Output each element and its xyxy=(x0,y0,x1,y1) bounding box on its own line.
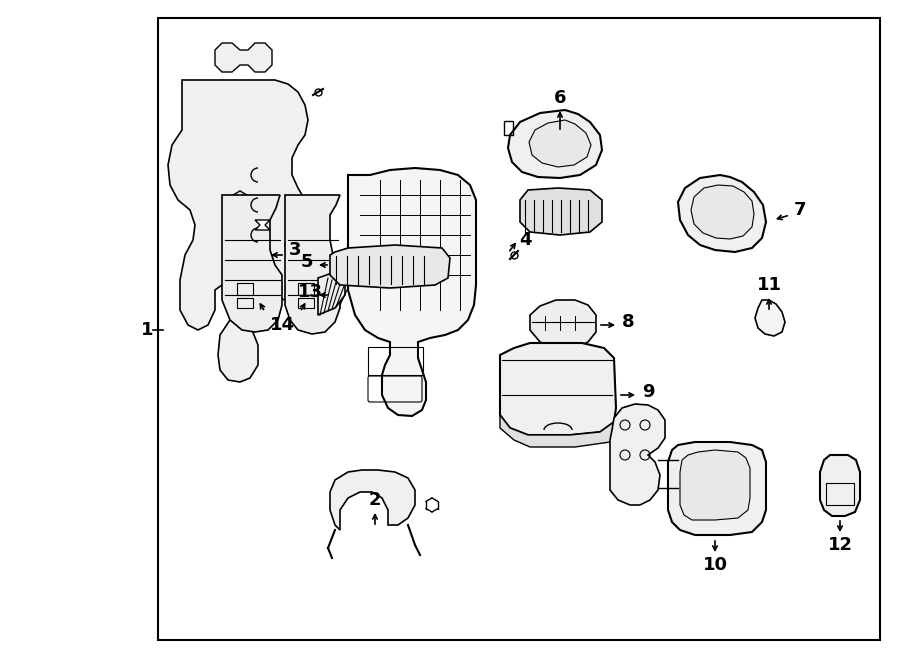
Polygon shape xyxy=(318,272,345,315)
Bar xyxy=(826,483,854,505)
Text: 12: 12 xyxy=(827,536,852,554)
Text: 7: 7 xyxy=(794,201,806,219)
Polygon shape xyxy=(330,245,450,288)
Polygon shape xyxy=(508,110,602,178)
Polygon shape xyxy=(215,43,272,72)
Polygon shape xyxy=(235,265,255,280)
Text: 11: 11 xyxy=(757,276,781,294)
Text: 8: 8 xyxy=(622,313,634,331)
Polygon shape xyxy=(755,300,785,336)
Bar xyxy=(504,121,513,135)
Polygon shape xyxy=(610,404,665,505)
Polygon shape xyxy=(348,168,476,416)
Text: 4: 4 xyxy=(518,231,531,249)
Polygon shape xyxy=(530,300,596,348)
Text: 14: 14 xyxy=(269,316,294,334)
Bar xyxy=(237,298,253,308)
Text: 6: 6 xyxy=(554,89,566,107)
Text: 9: 9 xyxy=(642,383,654,401)
Text: 1: 1 xyxy=(140,321,153,339)
Bar xyxy=(298,283,314,295)
Polygon shape xyxy=(285,195,340,334)
Text: 10: 10 xyxy=(703,556,727,574)
Polygon shape xyxy=(168,80,308,382)
Polygon shape xyxy=(680,450,750,520)
Text: 3: 3 xyxy=(289,241,302,259)
Polygon shape xyxy=(678,175,766,252)
Polygon shape xyxy=(529,120,591,167)
Bar xyxy=(298,298,314,308)
Polygon shape xyxy=(820,455,860,516)
Polygon shape xyxy=(330,470,415,530)
Text: 5: 5 xyxy=(301,253,313,271)
Polygon shape xyxy=(500,343,616,435)
Polygon shape xyxy=(691,185,754,239)
Polygon shape xyxy=(520,188,602,235)
Polygon shape xyxy=(500,415,622,447)
Text: 13: 13 xyxy=(298,283,322,301)
Bar xyxy=(158,18,880,640)
Bar xyxy=(368,347,423,375)
Text: 2: 2 xyxy=(369,491,382,509)
Polygon shape xyxy=(668,442,766,535)
Polygon shape xyxy=(255,220,270,230)
Bar xyxy=(237,283,253,295)
Polygon shape xyxy=(222,195,282,332)
